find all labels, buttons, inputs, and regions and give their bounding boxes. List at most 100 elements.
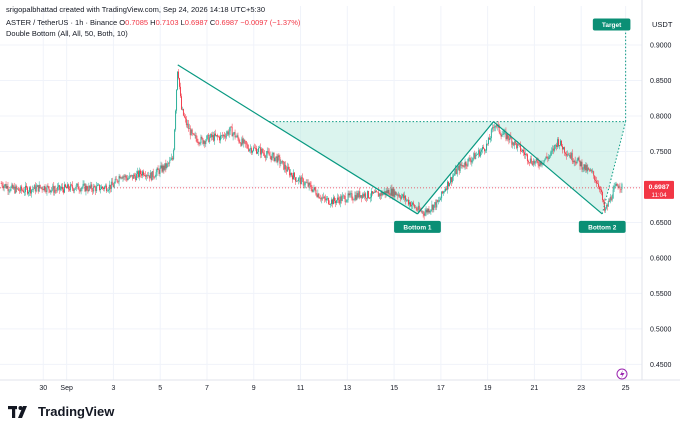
candle-body — [79, 190, 81, 192]
candle-body — [411, 202, 413, 205]
low-value: 0.6987 — [184, 18, 208, 27]
candle-body — [36, 185, 38, 187]
candle-body — [5, 184, 7, 189]
candle-body — [49, 189, 51, 193]
last-price-countdown: 11:04 — [651, 192, 667, 199]
candle-body — [128, 178, 130, 179]
candle-body — [68, 189, 70, 191]
candle-body — [575, 162, 577, 164]
candle-body — [16, 186, 18, 189]
candle-body — [308, 182, 310, 187]
candle-body — [193, 133, 195, 136]
candle-body — [136, 173, 138, 181]
candle-body — [37, 185, 39, 192]
candle-body — [608, 200, 610, 202]
candle-body — [584, 164, 586, 171]
candle-body — [617, 185, 619, 188]
candle-body — [291, 172, 293, 176]
candle-body — [414, 207, 416, 209]
price-tick-label: 0.5000 — [650, 326, 672, 333]
candle-body — [107, 189, 109, 191]
candle-body — [151, 171, 153, 181]
candle-body — [96, 185, 98, 192]
candle-body — [524, 152, 525, 155]
candle-body — [568, 155, 570, 156]
candle-body — [179, 78, 180, 87]
candle-body — [169, 160, 171, 164]
candle-body — [11, 184, 13, 188]
candle-body — [237, 135, 239, 139]
candle-body — [283, 161, 285, 170]
candle-body — [489, 138, 491, 140]
candle-body — [52, 185, 54, 190]
candle-body — [300, 177, 302, 185]
candle-body — [346, 200, 348, 202]
candle-body — [459, 163, 461, 171]
symbol-name[interactable]: ASTER / TetherUS · 1h · Binance — [6, 18, 118, 27]
price-tick-label: 0.6000 — [650, 255, 672, 262]
candle-body — [430, 209, 432, 211]
candle-body — [406, 200, 408, 201]
currency-label[interactable]: USDT — [652, 20, 673, 29]
candle-body — [241, 138, 243, 146]
candle-body — [561, 140, 562, 147]
candle-body — [579, 160, 581, 167]
candle-body — [202, 138, 204, 144]
candle-body — [410, 204, 412, 207]
candle-body — [195, 135, 197, 139]
candle-body — [72, 188, 74, 192]
candle-body — [309, 182, 311, 185]
last-price-value: 0.6987 — [649, 184, 670, 191]
candle-body — [615, 183, 617, 186]
candle-body — [135, 176, 137, 181]
candle-body — [452, 175, 454, 177]
candle-body — [131, 174, 133, 176]
candle-body — [480, 151, 482, 157]
candle-body — [61, 186, 63, 189]
candle-body — [351, 193, 353, 200]
candle-body — [144, 175, 146, 177]
candle-body — [213, 135, 215, 141]
candle-body — [255, 147, 256, 149]
candle-body — [458, 165, 460, 171]
candle-body — [40, 187, 42, 189]
candle-body — [101, 186, 102, 190]
candle-body — [378, 193, 380, 197]
pattern-line — [493, 121, 603, 215]
candle-body — [296, 180, 298, 182]
candle-body — [110, 181, 112, 189]
candle-body — [540, 161, 542, 165]
candle-body — [491, 127, 493, 130]
candle-body — [435, 202, 437, 208]
time-tick-label: Sep — [60, 385, 73, 392]
candle-body — [257, 151, 258, 154]
candle-body — [472, 157, 474, 160]
candle-body — [230, 126, 232, 128]
candle-body — [108, 184, 110, 190]
candle-body — [494, 125, 496, 128]
candle-body — [534, 161, 536, 164]
candle-body — [318, 193, 320, 199]
candle-body — [428, 208, 430, 213]
candle-body — [468, 158, 470, 159]
publisher-line: srigopalbhattad created with TradingView… — [6, 5, 265, 14]
candle-body — [239, 142, 241, 144]
candle-body — [394, 191, 396, 197]
symbol-legend[interactable]: ASTER / TetherUS · 1h · Binance O0.7085 … — [6, 18, 300, 27]
time-tick-label: 25 — [622, 385, 630, 392]
candle-body — [187, 123, 189, 129]
candle-body — [0, 183, 2, 185]
candle-body — [78, 189, 80, 191]
indicator-legend[interactable]: Double Bottom (All, All, 50, Both, 10) — [6, 29, 128, 38]
candle-body — [278, 155, 280, 158]
candle-body — [154, 176, 156, 178]
candle-body — [434, 202, 436, 205]
candle-body — [340, 196, 342, 201]
candle-body — [88, 185, 90, 192]
candle-body — [181, 108, 183, 110]
candle-body — [327, 198, 329, 199]
candle-body — [362, 194, 364, 199]
low-label: L — [180, 18, 185, 27]
candle-body — [449, 177, 451, 184]
